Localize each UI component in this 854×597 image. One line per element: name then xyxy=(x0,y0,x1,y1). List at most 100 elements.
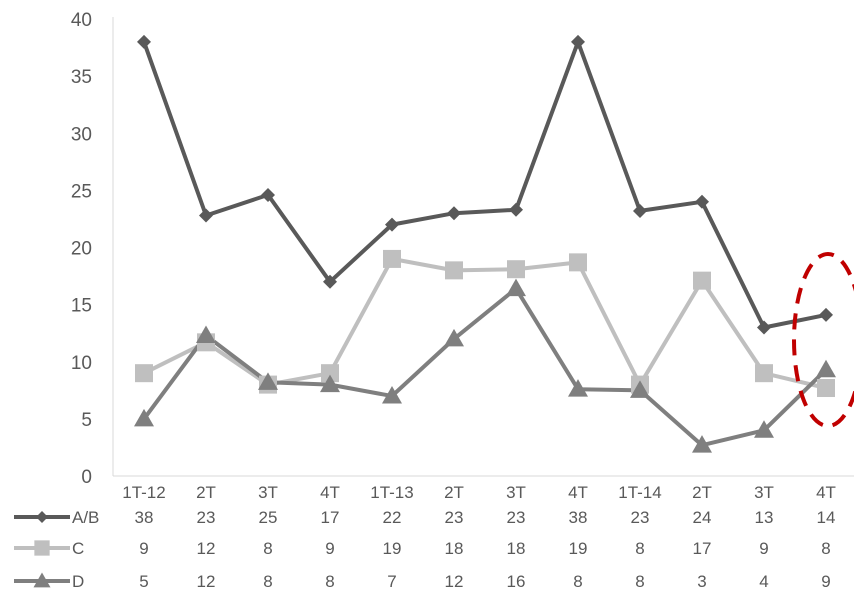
data-point-ab xyxy=(757,320,771,335)
data-point-c xyxy=(817,379,835,398)
data-table: A/B 38 23 25 17 22 23 23 38 23 24 13 14C 9 12 8 9 19 18 18 1… xyxy=(14,508,836,591)
table-cell: 38 xyxy=(135,508,154,527)
series-lines xyxy=(142,39,828,448)
y-tick-label: 20 xyxy=(71,239,92,260)
x-tick-label: 2T xyxy=(444,483,464,502)
table-cell: 23 xyxy=(197,508,216,527)
data-point-d xyxy=(196,325,216,343)
y-tick-label: 35 xyxy=(71,67,92,88)
y-tick-label: 30 xyxy=(71,124,92,145)
y-tick-label: 40 xyxy=(71,10,92,31)
table-cell: 38 xyxy=(569,508,588,527)
table-cell: 5 xyxy=(139,572,148,591)
data-point-ab xyxy=(447,206,461,221)
table-cell: 8 xyxy=(635,539,644,558)
table-cell: 8 xyxy=(263,539,272,558)
data-point-d xyxy=(568,379,588,397)
x-tick-label: 3T xyxy=(506,483,526,502)
table-cell: 12 xyxy=(445,572,464,591)
table-cell: 18 xyxy=(445,539,464,558)
data-point-ab xyxy=(385,217,399,232)
table-cell: 14 xyxy=(817,508,836,527)
table-cell: 8 xyxy=(821,539,830,558)
table-cell: 19 xyxy=(569,539,588,558)
x-tick-label: 4T xyxy=(320,483,340,502)
table-cell: 8 xyxy=(573,572,582,591)
series-line-d xyxy=(142,286,828,448)
data-point-d xyxy=(754,420,774,438)
data-point-d xyxy=(258,372,278,390)
legend-key-marker xyxy=(36,511,48,523)
table-cell: 9 xyxy=(325,539,334,558)
y-tick-label: 5 xyxy=(81,410,92,431)
y-tick-label: 0 xyxy=(81,467,92,488)
data-point-d xyxy=(692,435,712,453)
data-point-ab xyxy=(323,274,337,289)
table-cell: 16 xyxy=(507,572,526,591)
y-tick-label: 25 xyxy=(71,181,92,202)
data-point-d xyxy=(630,380,650,398)
data-point-c xyxy=(321,364,339,383)
table-cell: 4 xyxy=(759,572,768,591)
data-point-c xyxy=(693,271,711,290)
data-point-ab xyxy=(199,208,213,223)
table-cell: 24 xyxy=(693,508,712,527)
table-cell: 3 xyxy=(697,572,706,591)
table-cell: 17 xyxy=(693,539,712,558)
data-point-d xyxy=(134,408,154,427)
table-cell: 9 xyxy=(821,572,830,591)
x-tick-label: 3T xyxy=(754,483,774,502)
legend-label: D xyxy=(72,572,84,591)
table-cell: 8 xyxy=(635,572,644,591)
x-tick-label: 4T xyxy=(816,483,836,502)
y-tick-label: 15 xyxy=(71,296,92,317)
legend-key-marker xyxy=(34,540,50,556)
highlight-ellipse xyxy=(792,252,854,428)
table-cell: 8 xyxy=(263,572,272,591)
table-cell: 17 xyxy=(321,508,340,527)
data-point-ab xyxy=(137,34,151,49)
x-axis-ticks: 1T-12 2T 3T 4T 1T-13 2T 3T 4T 1T-14 2T 3T 4T xyxy=(122,483,836,502)
table-cell: 23 xyxy=(631,508,650,527)
table-cell: 9 xyxy=(139,539,148,558)
data-point-d xyxy=(506,278,526,297)
table-cell: 8 xyxy=(325,572,334,591)
x-tick-label: 1T-13 xyxy=(370,483,413,502)
data-point-c xyxy=(445,261,463,280)
table-cell: 23 xyxy=(507,508,526,527)
table-cell: 12 xyxy=(197,572,216,591)
legend-label: A/B xyxy=(72,508,99,527)
x-tick-label: 3T xyxy=(258,483,278,502)
y-axis-ticks: 0 5 10 15 20 25 30 35 40 xyxy=(71,10,92,488)
table-cell: 22 xyxy=(383,508,402,527)
x-tick-label: 1T-14 xyxy=(618,483,661,502)
table-cell: 13 xyxy=(755,508,774,527)
data-point-d xyxy=(382,386,402,404)
data-point-ab xyxy=(633,203,647,218)
data-point-c xyxy=(383,249,401,268)
y-tick-label: 10 xyxy=(71,353,92,374)
data-point-d xyxy=(816,359,836,378)
data-point-d xyxy=(444,328,464,347)
data-point-ab xyxy=(819,307,833,322)
data-point-d xyxy=(320,374,340,393)
x-tick-label: 4T xyxy=(568,483,588,502)
table-cell: 25 xyxy=(259,508,278,527)
table-cell: 7 xyxy=(387,572,396,591)
legend-label: C xyxy=(72,539,84,558)
data-point-ab xyxy=(695,194,709,209)
series-line-ab xyxy=(142,39,827,330)
data-point-c xyxy=(135,364,153,383)
series-markers xyxy=(134,34,836,453)
series-line-c xyxy=(143,256,827,390)
table-cell: 9 xyxy=(759,539,768,558)
data-point-c xyxy=(507,260,525,279)
highlight-ellipse-shape xyxy=(792,252,854,428)
table-cell: 19 xyxy=(383,539,402,558)
table-cell: 12 xyxy=(197,539,216,558)
x-tick-label: 2T xyxy=(196,483,216,502)
data-point-ab xyxy=(509,202,523,217)
table-cell: 18 xyxy=(507,539,526,558)
x-tick-label: 1T-12 xyxy=(122,483,165,502)
